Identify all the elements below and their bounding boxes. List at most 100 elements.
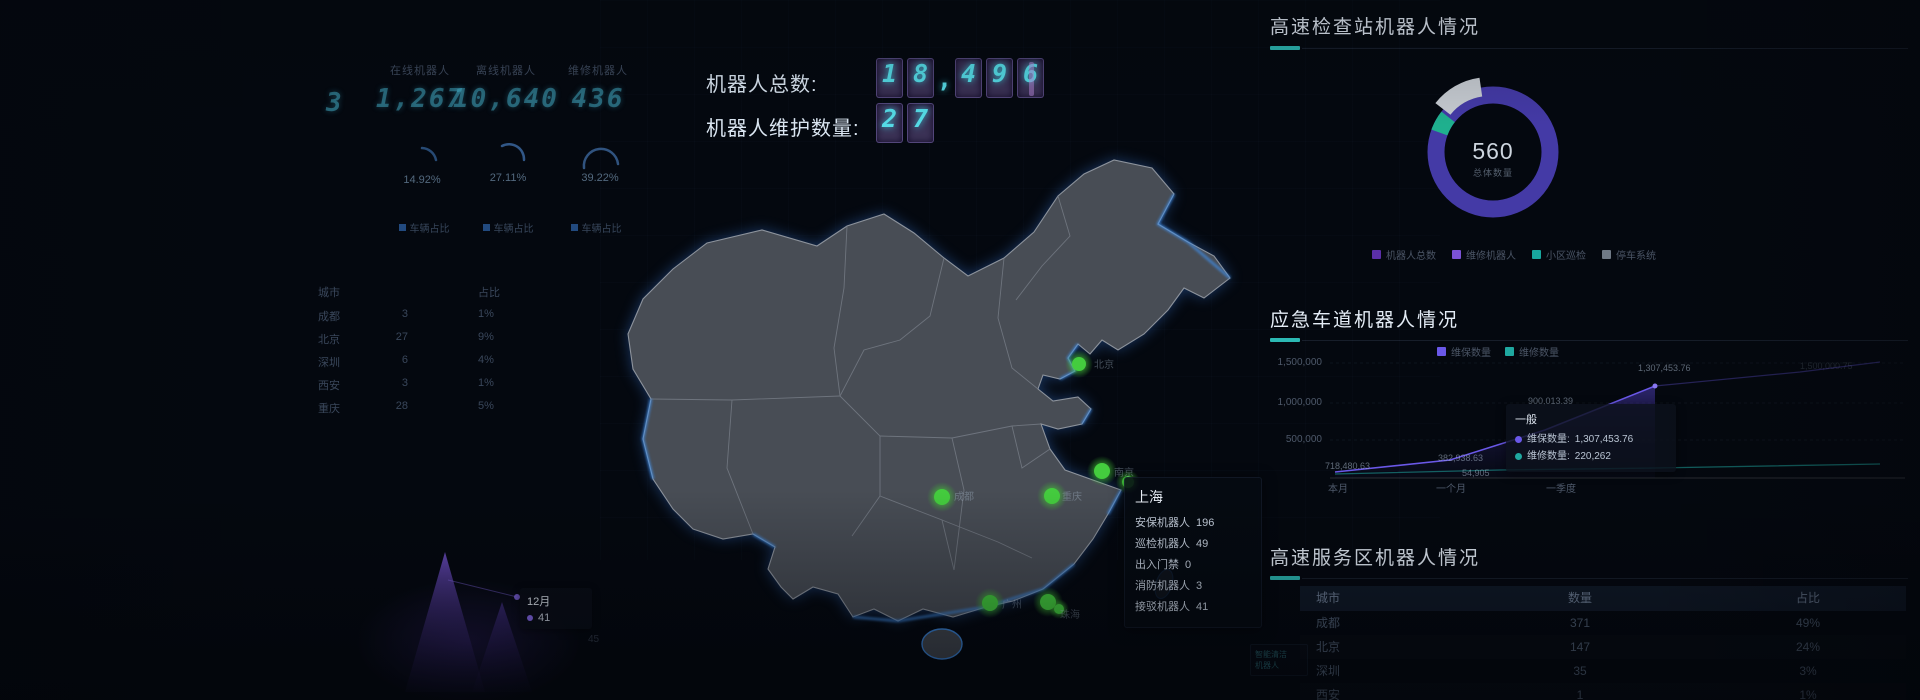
left-partial-digit: 3 — [326, 88, 344, 118]
service-table-header: 城市 数量 占比 — [1300, 586, 1906, 611]
donut-center-value: 560 — [1472, 138, 1514, 164]
legend-square-icon — [482, 224, 490, 231]
marker-nanjing-icon[interactable] — [1094, 463, 1110, 479]
marker-beijing-icon[interactable] — [1072, 357, 1086, 371]
tooltip-title: 一般 — [1515, 414, 1537, 426]
donut-teal-slice[interactable] — [1431, 111, 1455, 136]
legend-label: 机器人总数 — [1386, 251, 1436, 262]
city-label-guangzhou: 广州 — [1002, 600, 1022, 611]
gauge-2: 27.11% — [480, 142, 536, 184]
table-row[interactable]: 成都 371 49% — [1300, 611, 1906, 635]
series-name: 维修数量: — [1527, 451, 1570, 462]
map-tooltip-city: 上海 — [1135, 489, 1163, 505]
map-tooltip-row: 巡检机器人 49 — [1135, 534, 1251, 555]
data-point[interactable] — [1652, 383, 1658, 389]
legend-item[interactable]: 机器人总数 — [1372, 247, 1436, 262]
cell-ratio: 1% — [1799, 688, 1817, 700]
gauge-arc-icon — [420, 146, 438, 162]
panel-emergency-title: 应急车道机器人情况 — [1270, 310, 1460, 331]
total-robots-value: 18,496 — [874, 58, 1046, 98]
city-label-chongqing: 重庆 — [1062, 492, 1082, 503]
cell-count: 147 — [1569, 640, 1591, 654]
col-header-count[interactable]: 数量 — [1567, 591, 1592, 605]
marker-guangzhou-icon[interactable] — [982, 595, 998, 611]
robot-count: 41 — [1196, 601, 1209, 613]
series-value: 1,307,453.76 — [1574, 434, 1634, 445]
col-header-city[interactable]: 城市 — [1316, 591, 1341, 605]
cone-tooltip-value: 41 — [538, 612, 551, 624]
y-tick: 1,000,000 — [1277, 397, 1323, 408]
left-table-row-value: 28 — [395, 400, 408, 412]
left-table-row-city: 西安 — [318, 380, 340, 392]
map-tooltip-row: 出入门禁 0 — [1135, 555, 1251, 576]
table-row[interactable]: 北京 147 24% — [1300, 635, 1906, 659]
left-table-row-city: 重庆 — [318, 403, 340, 415]
marker-chongqing-icon[interactable] — [1044, 488, 1060, 504]
robot-count: 49 — [1196, 538, 1209, 550]
panel-service-title: 高速服务区机器人情况 — [1270, 548, 1481, 569]
maintenance-robots-label: 机器人维护数量: — [706, 118, 860, 140]
legend-square-icon — [1602, 250, 1611, 259]
series-dot-icon — [527, 615, 533, 621]
gauge-1-legend: 车辆占比 — [384, 220, 464, 235]
robot-count: 3 — [1196, 580, 1203, 592]
legend-item[interactable]: 停车系统 — [1602, 247, 1656, 262]
title-accent-bar — [1270, 46, 1300, 50]
robot-count: 196 — [1196, 517, 1215, 529]
title-accent-bar — [1270, 338, 1300, 342]
x-tick: 一个月 — [1436, 484, 1466, 495]
left-table-row-value: 3 — [401, 377, 408, 389]
stat-repair-label: 维修机器人 — [568, 65, 628, 77]
gauge-arc-icon — [500, 143, 526, 162]
map-tooltip-row: 接驳机器人 41 — [1135, 597, 1251, 618]
left-table-row-value: 6 — [401, 354, 408, 366]
cell-ratio: 24% — [1795, 640, 1821, 654]
cell-ratio: 3% — [1799, 664, 1817, 678]
cone-tooltip: 12月 41 — [520, 588, 592, 629]
series-value: 220,262 — [1574, 451, 1611, 462]
service-table: 城市 数量 占比 成都 371 49% 北京 147 24% 深圳 35 3% … — [1300, 586, 1906, 700]
map-tooltip-row: 消防机器人 3 — [1135, 576, 1251, 597]
cell-city: 深圳 — [1316, 664, 1341, 678]
col-header-ratio[interactable]: 占比 — [1795, 591, 1820, 605]
point-label: 1,307,453.76 — [1638, 363, 1691, 373]
table-row[interactable]: 深圳 35 3% — [1300, 659, 1906, 683]
marker-chengdu-icon[interactable] — [934, 489, 950, 505]
total-robots-label: 机器人总数: — [706, 74, 818, 96]
left-table-row-ratio: 9% — [478, 331, 494, 343]
x-tick: 一季度 — [1546, 484, 1576, 495]
gauge-1-percent: 14.92% — [403, 174, 441, 186]
legend-square-icon — [1532, 250, 1541, 259]
table-row[interactable]: 西安 1 1% — [1300, 683, 1906, 700]
robot-type: 消防机器人 — [1135, 580, 1190, 592]
title-divider — [1302, 340, 1908, 341]
series-name: 维保数量: — [1527, 434, 1570, 445]
left-table-row-city: 北京 — [318, 334, 340, 346]
map-tooltip-row: 安保机器人 196 — [1135, 513, 1251, 534]
cell-count: 1 — [1576, 688, 1584, 700]
stat-repair: 维修机器人 436 — [538, 62, 658, 114]
title-divider — [1302, 48, 1908, 49]
legend-item[interactable]: 维修机器人 — [1452, 247, 1516, 262]
robot-type: 巡检机器人 — [1135, 538, 1190, 550]
city-label-chengdu: 成都 — [954, 492, 974, 503]
point-label: 718,480.63 — [1325, 461, 1371, 471]
point-label: 1,500,000.75 — [1800, 361, 1853, 371]
left-table-row-value: 3 — [401, 308, 408, 320]
title-divider — [1302, 578, 1908, 579]
point-label: 382,938.63 — [1438, 453, 1484, 463]
gauge-2-legend: 车辆占比 — [468, 220, 548, 235]
left-table-row-value: 27 — [395, 331, 408, 343]
point-label: 54,905 — [1462, 468, 1490, 478]
cell-city: 西安 — [1316, 688, 1341, 700]
legend-label: 停车系统 — [1616, 251, 1656, 262]
legend-label: 维修机器人 — [1466, 251, 1516, 262]
checkpoint-legend: 机器人总数 维修机器人 小区巡检 停车系统 — [1372, 247, 1656, 262]
city-label-beijing: 北京 — [1094, 360, 1114, 371]
gauge-1-legend-label: 车辆占比 — [409, 224, 450, 235]
robot-type: 安保机器人 — [1135, 517, 1190, 529]
city-label-zhuhai: 珠海 — [1060, 610, 1080, 621]
series-dot-icon — [1515, 453, 1522, 460]
left-table-row-city: 深圳 — [318, 357, 340, 369]
legend-item[interactable]: 小区巡检 — [1532, 247, 1586, 262]
